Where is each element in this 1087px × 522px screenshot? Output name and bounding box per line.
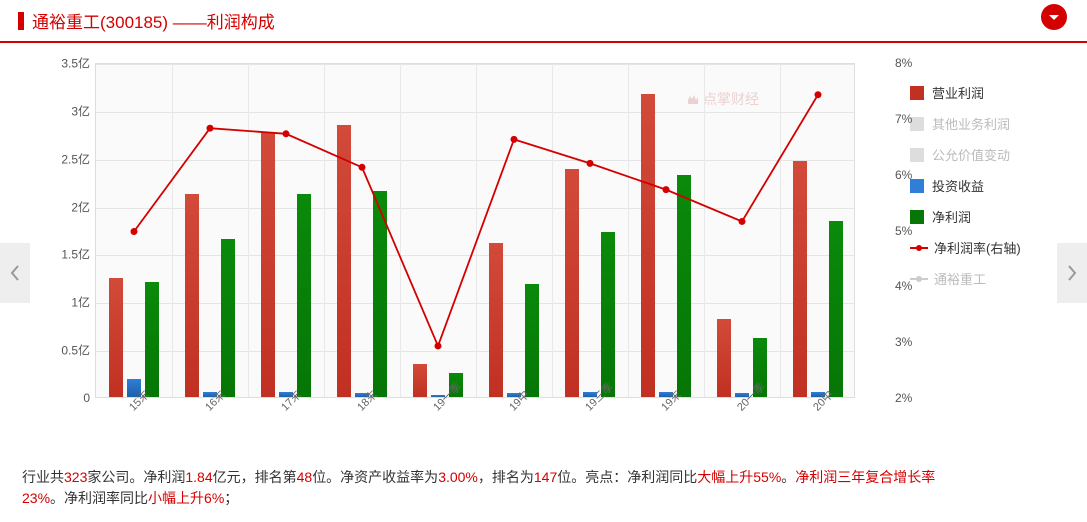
line-point[interactable] [283, 130, 290, 137]
chevron-right-icon [1066, 264, 1078, 282]
y-left-tick-label: 0.5亿 [40, 342, 90, 359]
legend-item[interactable]: 其他业务利润 [910, 114, 1040, 133]
y-left-tick-label: 2亿 [40, 198, 90, 215]
legend-label: 净利润 [932, 207, 971, 226]
legend-item[interactable]: 净利润率(右轴) [910, 238, 1040, 257]
y-right-tick-label: 4% [895, 279, 925, 293]
line-point[interactable] [511, 136, 518, 143]
legend: 营业利润其他业务利润公允价值变动投资收益净利润净利润率(右轴) 通裕重工 [910, 83, 1040, 300]
header-accent-bar [18, 12, 24, 30]
chart-panel: 点掌财经 营业利润其他业务利润公允价值变动投资收益净利润净利润率(右轴) 通裕重工… [0, 43, 1087, 463]
page-title: 通裕重工(300185) ——利润构成 [32, 8, 275, 33]
line-point[interactable] [131, 228, 138, 235]
line-point[interactable] [359, 164, 366, 171]
y-left-tick-label: 0 [40, 391, 90, 405]
page-header: 通裕重工(300185) ——利润构成 [0, 0, 1087, 43]
summary-text: 行业共323家公司。净利润1.84亿元，排名第48位。净资产收益率为3.00%，… [0, 463, 1087, 513]
line-point[interactable] [587, 160, 594, 167]
next-button[interactable] [1057, 243, 1087, 303]
plot-area: 点掌财经 [95, 63, 855, 398]
legend-line-icon [910, 247, 928, 249]
legend-item[interactable]: 公允价值变动 [910, 145, 1040, 164]
y-left-tick-label: 3亿 [40, 102, 90, 119]
y-left-tick-label: 3.5亿 [40, 55, 90, 72]
chevron-left-icon [9, 264, 21, 282]
line-point[interactable] [435, 342, 442, 349]
line-point[interactable] [739, 218, 746, 225]
y-right-tick-label: 2% [895, 391, 925, 405]
line-point[interactable] [207, 125, 214, 132]
y-left-tick-label: 1亿 [40, 294, 90, 311]
legend-item[interactable]: 投资收益 [910, 176, 1040, 195]
line-series [96, 64, 854, 397]
chevron-down-icon [1048, 11, 1060, 23]
legend-swatch [910, 86, 924, 100]
legend-item[interactable]: 通裕重工 [910, 269, 1040, 288]
legend-swatch [910, 148, 924, 162]
y-right-tick-label: 8% [895, 56, 925, 70]
legend-item[interactable]: 营业利润 [910, 83, 1040, 102]
y-left-tick-label: 2.5亿 [40, 150, 90, 167]
y-left-tick-label: 1.5亿 [40, 246, 90, 263]
y-right-tick-label: 6% [895, 168, 925, 182]
prev-button[interactable] [0, 243, 30, 303]
legend-swatch [910, 210, 924, 224]
legend-item[interactable]: 净利润 [910, 207, 1040, 226]
y-right-tick-label: 5% [895, 224, 925, 238]
y-right-tick-label: 7% [895, 112, 925, 126]
line-point[interactable] [815, 91, 822, 98]
legend-label: 净利润率(右轴) [934, 238, 1021, 257]
legend-label: 营业利润 [932, 83, 984, 102]
legend-label: 其他业务利润 [932, 114, 1010, 133]
collapse-toggle-button[interactable] [1041, 4, 1067, 30]
y-right-tick-label: 3% [895, 335, 925, 349]
legend-label: 通裕重工 [934, 269, 986, 288]
legend-label: 投资收益 [932, 176, 984, 195]
chart-container: 点掌财经 营业利润其他业务利润公允价值变动投资收益净利润净利润率(右轴) 通裕重工… [40, 53, 1040, 463]
legend-label: 公允价值变动 [932, 145, 1010, 164]
line-point[interactable] [663, 186, 670, 193]
